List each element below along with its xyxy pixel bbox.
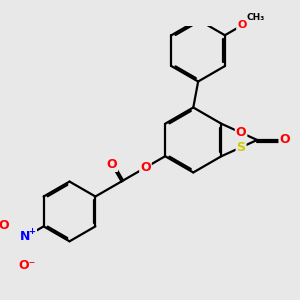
Text: O⁻: O⁻ — [18, 259, 36, 272]
Text: O: O — [237, 20, 246, 31]
Text: S: S — [237, 141, 246, 154]
Text: CH₃: CH₃ — [247, 13, 265, 22]
Text: +: + — [28, 226, 35, 236]
Text: O: O — [236, 126, 246, 139]
Text: O: O — [279, 134, 290, 146]
Text: O: O — [106, 158, 117, 171]
Text: O: O — [0, 219, 9, 232]
Text: N: N — [20, 230, 31, 243]
Text: O: O — [140, 161, 151, 174]
